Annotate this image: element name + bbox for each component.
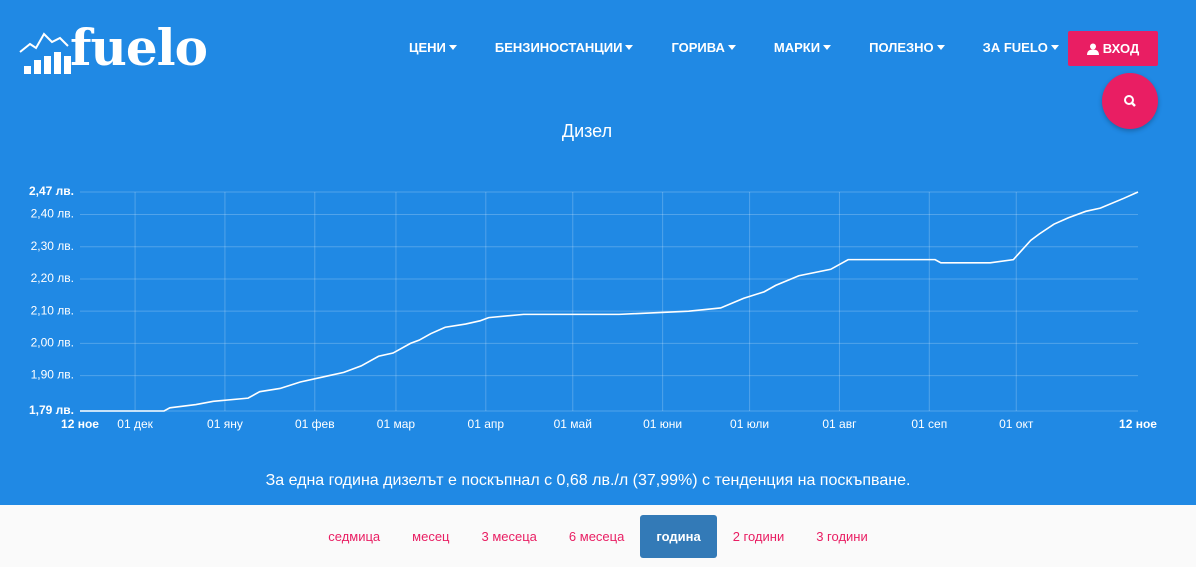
x-tick-label: 01 авг (822, 417, 857, 431)
nav-label: ЦЕНИ (409, 40, 446, 55)
login-label: ВХОД (1102, 41, 1140, 56)
period-button[interactable]: месец (412, 528, 450, 544)
x-tick-label: 01 юни (643, 417, 682, 431)
y-tick-label: 1,79 лв. (29, 403, 74, 417)
login-button[interactable]: ВХОД (1068, 31, 1158, 66)
x-tick-label: 01 мар (377, 417, 416, 431)
x-tick-label: 01 окт (999, 417, 1034, 431)
nav-item[interactable]: МАРКИ (773, 40, 832, 55)
search-button[interactable] (1102, 73, 1158, 129)
y-tick-label: 2,20 лв. (31, 271, 74, 285)
caret (1050, 45, 1059, 50)
chart-title: Дизел (562, 121, 612, 141)
x-tick-label: 01 яну (207, 417, 243, 431)
user-icon (1086, 43, 1099, 55)
nav-label: ЗА FUELO (982, 40, 1048, 55)
nav-item[interactable]: ПОЛЕЗНО (869, 40, 945, 55)
nav-label: ПОЛЕЗНО (869, 40, 934, 55)
nav-item[interactable]: БЕНЗИНОСТАНЦИИ (495, 40, 634, 55)
x-tick-label: 01 апр (468, 417, 505, 431)
caret (448, 45, 457, 50)
chart: Дизел 1,79 лв. 1,90 лв. 2,00 лв. 2,10 лв. 2,… (29, 121, 1157, 431)
caret (936, 45, 945, 50)
y-tick-label: 1,90 лв. (31, 368, 74, 382)
period-bar: седмица месец 3 месеца 6 месеца година 2 годи… (0, 505, 1196, 567)
x-tick-label: 01 юли (730, 417, 769, 431)
x-tick-label: 01 дек (117, 417, 153, 431)
logo-icon[interactable] (18, 22, 78, 78)
x-tick-label: 12 ное (1119, 417, 1157, 431)
y-tick-label: 2,10 лв. (31, 303, 74, 317)
nav: ЦЕНИ БЕНЗИНОСТАНЦИИ ГОРИВА МАРКИ ПОЛЕЗНО ЗА F… (390, 40, 1078, 55)
header: fuelo ЦЕНИ БЕНЗИНОСТАНЦИИ ГОРИВА МАРКИ ПОЛЕЗ… (18, 18, 1158, 489)
nav-item[interactable]: ЗА FUELO (983, 40, 1059, 55)
period-button[interactable]: седмица (328, 528, 381, 544)
line (80, 191, 1139, 412)
period-button[interactable]: 6 месеца (568, 528, 625, 544)
x-tick-label: 12 ное (61, 417, 99, 431)
logo[interactable]: fuelo (70, 18, 208, 77)
y-tick-label: 2,47 лв. (29, 184, 74, 198)
period-button[interactable]: година (640, 514, 717, 558)
y-tick-label: 2,40 лв. (31, 207, 74, 221)
nav-label: ГОРИВА (671, 40, 725, 55)
x-tick-label: 01 фев (295, 417, 335, 431)
period-button[interactable]: 2 години (732, 528, 785, 544)
period-button[interactable]: 3 години (816, 528, 868, 544)
caret (625, 45, 634, 50)
period-button[interactable]: 3 месеца (481, 528, 537, 544)
nav-item[interactable]: ГОРИВА (671, 40, 736, 55)
x-tick-label: 01 май (554, 417, 592, 431)
nav-item[interactable]: ЦЕНИ (409, 40, 457, 55)
nav-label: МАРКИ (773, 40, 821, 55)
x-tick-label: 01 сеп (911, 417, 947, 431)
y-tick-label: 2,30 лв. (31, 239, 74, 253)
caret (727, 45, 736, 50)
summary: За една година дизелът е поскъпнал с 0,6… (265, 472, 911, 489)
nav-label: БЕНЗИНОСТАНЦИИ (494, 40, 623, 55)
y-tick-label: 2,00 лв. (31, 336, 74, 350)
caret (823, 45, 832, 50)
search-icon (1124, 95, 1136, 107)
